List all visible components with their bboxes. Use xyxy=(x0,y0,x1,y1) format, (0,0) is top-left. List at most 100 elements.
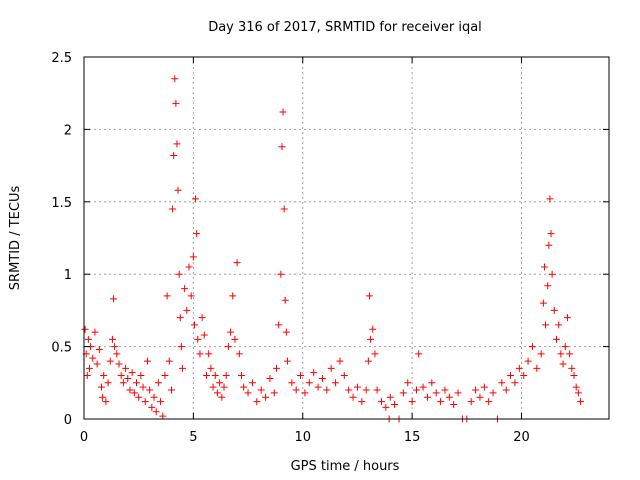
data-point xyxy=(273,364,280,372)
y-tick-label: 0.5 xyxy=(51,341,72,356)
data-point xyxy=(369,325,377,333)
x-tick-label: 0 xyxy=(80,430,88,445)
data-point xyxy=(216,379,224,387)
data-point xyxy=(404,379,412,387)
data-point xyxy=(115,360,123,368)
data-point xyxy=(432,389,440,397)
data-point xyxy=(196,350,204,358)
data-point xyxy=(310,369,318,377)
data-point xyxy=(213,389,221,397)
data-point xyxy=(399,389,407,397)
data-point xyxy=(270,389,278,397)
data-points xyxy=(81,75,585,423)
data-point xyxy=(349,393,357,401)
data-point xyxy=(157,398,165,406)
data-point xyxy=(413,386,420,394)
data-point xyxy=(476,393,484,401)
data-point xyxy=(568,364,576,372)
data-point xyxy=(275,321,283,329)
data-point xyxy=(233,259,241,267)
data-point xyxy=(183,306,191,314)
data-point xyxy=(266,374,274,382)
data-point xyxy=(253,398,261,406)
data-point xyxy=(229,292,237,300)
data-point xyxy=(472,386,480,394)
data-point xyxy=(292,386,300,394)
data-point xyxy=(102,398,110,406)
data-point xyxy=(89,354,97,362)
data-point xyxy=(445,393,453,401)
data-point xyxy=(104,379,112,387)
data-point xyxy=(262,393,270,401)
data-point xyxy=(111,343,119,351)
chart-title: Day 316 of 2017, SRMTID for receiver iqa… xyxy=(208,20,482,35)
data-point xyxy=(314,383,322,391)
data-point xyxy=(498,379,506,387)
data-point xyxy=(187,292,195,300)
data-point xyxy=(281,296,289,304)
data-point xyxy=(146,386,154,394)
data-point xyxy=(336,357,344,365)
data-point xyxy=(95,345,103,353)
data-point xyxy=(218,393,226,401)
data-point xyxy=(340,372,348,380)
data-point xyxy=(117,372,125,380)
data-point xyxy=(353,383,361,391)
data-point xyxy=(135,393,143,401)
data-point xyxy=(537,350,545,358)
x-axis-label: GPS time / hours xyxy=(291,459,400,474)
data-point xyxy=(373,386,381,394)
data-point xyxy=(192,195,200,203)
data-point xyxy=(141,398,149,406)
data-point xyxy=(502,386,510,394)
data-point xyxy=(128,369,136,377)
data-point xyxy=(170,151,178,159)
data-point xyxy=(178,364,186,372)
y-tick-label: 1.5 xyxy=(51,196,72,211)
data-point xyxy=(222,372,230,380)
plot-frame xyxy=(83,56,610,420)
data-point xyxy=(485,398,493,406)
data-point xyxy=(454,389,462,397)
data-point xyxy=(211,372,219,380)
data-point xyxy=(174,186,182,194)
data-point xyxy=(278,143,286,151)
data-point xyxy=(248,379,256,387)
data-point xyxy=(437,398,445,406)
data-point xyxy=(110,295,118,303)
data-point xyxy=(365,292,373,300)
data-point xyxy=(391,401,399,409)
data-point xyxy=(282,328,290,336)
data-point xyxy=(220,383,228,391)
data-point xyxy=(327,364,335,372)
data-point xyxy=(515,364,523,372)
data-point xyxy=(193,230,201,238)
data-point xyxy=(205,350,213,358)
data-point xyxy=(507,372,515,380)
data-point xyxy=(257,386,265,394)
data-point xyxy=(122,364,130,372)
grid-lines xyxy=(84,57,609,419)
data-point xyxy=(364,357,372,365)
data-point xyxy=(148,403,156,411)
data-point xyxy=(161,372,169,380)
data-point xyxy=(572,383,580,391)
data-point xyxy=(524,357,532,365)
data-point xyxy=(240,383,248,391)
data-point xyxy=(119,379,127,387)
data-point xyxy=(171,75,179,83)
data-point xyxy=(190,321,198,329)
data-point xyxy=(550,306,558,314)
data-point xyxy=(113,350,121,358)
data-point xyxy=(371,350,379,358)
data-point xyxy=(297,372,305,380)
data-point xyxy=(85,364,93,372)
data-point xyxy=(154,379,162,387)
axis-ticks: 0 5 10 15 20 0 0.5 1 1.5 2 2.5 xyxy=(51,51,609,445)
data-point xyxy=(542,321,550,329)
data-point xyxy=(91,328,99,336)
data-point xyxy=(577,398,585,406)
data-point xyxy=(224,343,232,351)
y-tick-label: 2 xyxy=(64,123,72,138)
